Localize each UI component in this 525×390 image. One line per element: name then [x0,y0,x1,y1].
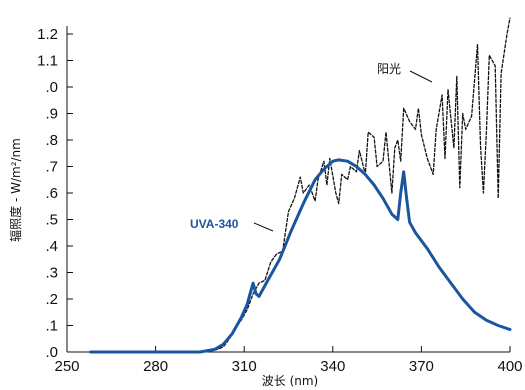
y-tick-label: .3 [45,265,58,282]
x-tick-label: 280 [143,358,168,375]
x-tick-label: 400 [497,358,522,375]
sunlight-series-line [199,17,511,353]
y-tick-label: 1.2 [37,26,58,43]
y-tick-label: .6 [45,185,58,202]
y-tick-label: .9 [45,106,58,123]
x-tick-label: 310 [232,358,257,375]
y-tick-label: .5 [45,212,58,229]
y-axis-ticks: .0 .1 .2 .3 .4 .5 .6 .7 .8 .9 .0 1.1 1.2 [37,26,73,361]
x-axis-ticks: 250 280 310 340 370 400 [54,346,523,375]
y-axis-label: 辐照度 - W/m²/nm [8,138,23,242]
y-tick-label: .1 [45,318,58,335]
y-tick-label: .7 [45,159,58,176]
x-tick-label: 370 [409,358,434,375]
y-tick-label: .0 [45,79,58,96]
sun-annotation-leader [409,70,433,83]
y-tick-label: .8 [45,132,58,149]
uva-annotation: UVA-340 [190,217,239,231]
x-axis-label: 波长 (nm) [262,374,318,388]
y-tick-label: .4 [45,238,58,255]
y-tick-label: 1.1 [37,53,58,70]
x-tick-label: 340 [320,358,345,375]
sun-annotation: 阳光 [377,62,401,76]
x-tick-label: 250 [54,358,79,375]
y-tick-label: .0 [45,344,58,361]
uva-annotation-leader [253,222,274,232]
series-layer [89,17,512,354]
y-tick-label: .2 [45,291,58,308]
uva340-series-line [89,158,512,354]
